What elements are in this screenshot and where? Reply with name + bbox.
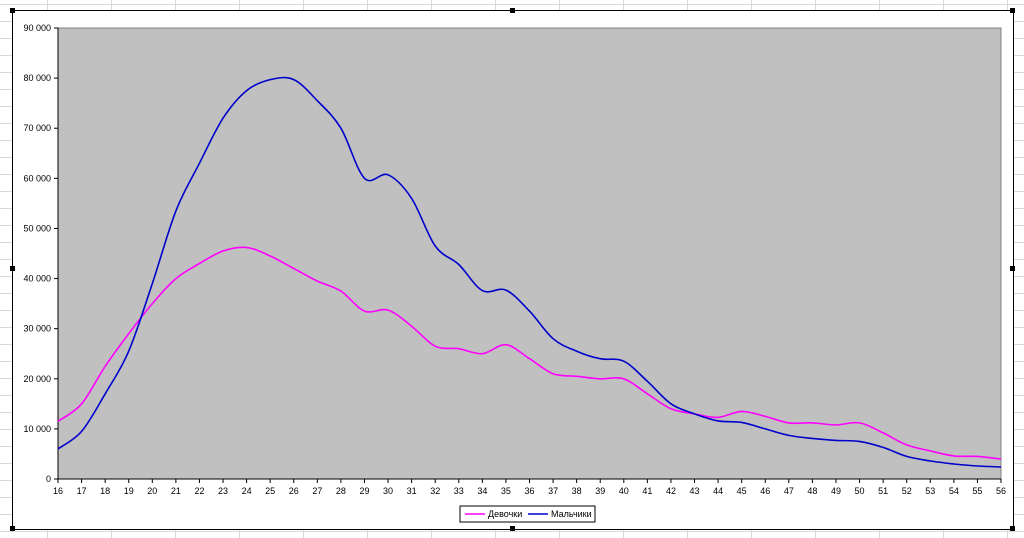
x-tick-label: 26 bbox=[289, 486, 299, 496]
series-line-2 bbox=[57, 76, 1002, 468]
x-tick-label: 53 bbox=[925, 486, 935, 496]
resize-handle-top-right[interactable] bbox=[1010, 8, 1015, 13]
resize-handle-bottom-center[interactable] bbox=[510, 526, 515, 531]
x-tick-label: 56 bbox=[996, 486, 1006, 496]
x-tick-label: 41 bbox=[642, 486, 652, 496]
x-tick-label: 27 bbox=[312, 486, 322, 496]
resize-handle-top-center[interactable] bbox=[510, 8, 515, 13]
x-tick-label: 38 bbox=[572, 486, 582, 496]
x-tick-label: 37 bbox=[548, 486, 558, 496]
x-tick-label: 32 bbox=[430, 486, 440, 496]
resize-handle-bottom-right[interactable] bbox=[1010, 526, 1015, 531]
x-tick-label: 49 bbox=[831, 486, 841, 496]
y-tick-label: 10 000 bbox=[23, 424, 51, 434]
x-tick-label: 42 bbox=[666, 486, 676, 496]
x-tick-label: 19 bbox=[124, 486, 134, 496]
x-tick-label: 43 bbox=[690, 486, 700, 496]
y-tick-label: 90 000 bbox=[23, 23, 51, 33]
x-tick-label: 28 bbox=[336, 486, 346, 496]
y-tick-label: 70 000 bbox=[23, 123, 51, 133]
x-tick-label: 54 bbox=[949, 486, 959, 496]
x-tick-label: 22 bbox=[194, 486, 204, 496]
x-tick-label: 36 bbox=[524, 486, 534, 496]
chart-object[interactable]: 0 10 000 20 000 30 000 40 000 50 000 60 000 70 … bbox=[12, 10, 1014, 530]
line-chart: 0 10 000 20 000 30 000 40 000 50 000 60 000 70 … bbox=[23, 23, 1006, 523]
resize-handle-top-left[interactable] bbox=[10, 8, 15, 13]
resize-handle-middle-left[interactable] bbox=[10, 266, 15, 271]
x-tick-label: 17 bbox=[77, 486, 87, 496]
y-tick-label: 30 000 bbox=[23, 324, 51, 334]
x-tick-label: 24 bbox=[242, 486, 252, 496]
plot-area bbox=[57, 27, 1002, 480]
y-tick-label: 50 000 bbox=[23, 223, 51, 233]
x-tick-label: 33 bbox=[454, 486, 464, 496]
series-line-1 bbox=[57, 246, 1002, 460]
legend-entry-1: Девочки bbox=[488, 509, 522, 519]
legend-box bbox=[459, 505, 596, 523]
x-tick-label: 48 bbox=[807, 486, 817, 496]
x-tick-label: 35 bbox=[501, 486, 511, 496]
legend-entry-2: Мальчики bbox=[551, 509, 592, 519]
y-tick-label: 20 000 bbox=[23, 374, 51, 384]
x-tick-label: 34 bbox=[477, 486, 487, 496]
x-tick-label: 20 bbox=[147, 486, 157, 496]
x-tick-label: 46 bbox=[760, 486, 770, 496]
x-tick-label: 45 bbox=[737, 486, 747, 496]
x-tick-label: 29 bbox=[359, 486, 369, 496]
y-tick-label: 0 bbox=[46, 474, 51, 484]
x-tick-label: 44 bbox=[713, 486, 723, 496]
x-tick-label: 23 bbox=[218, 486, 228, 496]
y-tick-label: 60 000 bbox=[23, 173, 51, 183]
x-tick-label: 18 bbox=[100, 486, 110, 496]
x-tick-label: 25 bbox=[265, 486, 275, 496]
resize-handle-middle-right[interactable] bbox=[1010, 266, 1015, 271]
x-tick-label: 55 bbox=[972, 486, 982, 496]
x-tick-label: 30 bbox=[383, 486, 393, 496]
x-tick-label: 40 bbox=[619, 486, 629, 496]
x-tick-label: 47 bbox=[784, 486, 794, 496]
y-tick-label: 80 000 bbox=[23, 73, 51, 83]
x-tick-label: 50 bbox=[855, 486, 865, 496]
x-tick-label: 16 bbox=[53, 486, 63, 496]
x-tick-label: 21 bbox=[171, 486, 181, 496]
resize-handle-bottom-left[interactable] bbox=[10, 526, 15, 531]
x-tick-label: 31 bbox=[407, 486, 417, 496]
x-tick-label: 52 bbox=[902, 486, 912, 496]
x-tick-label: 51 bbox=[878, 486, 888, 496]
x-tick-label: 39 bbox=[595, 486, 605, 496]
y-tick-label: 40 000 bbox=[23, 274, 51, 284]
